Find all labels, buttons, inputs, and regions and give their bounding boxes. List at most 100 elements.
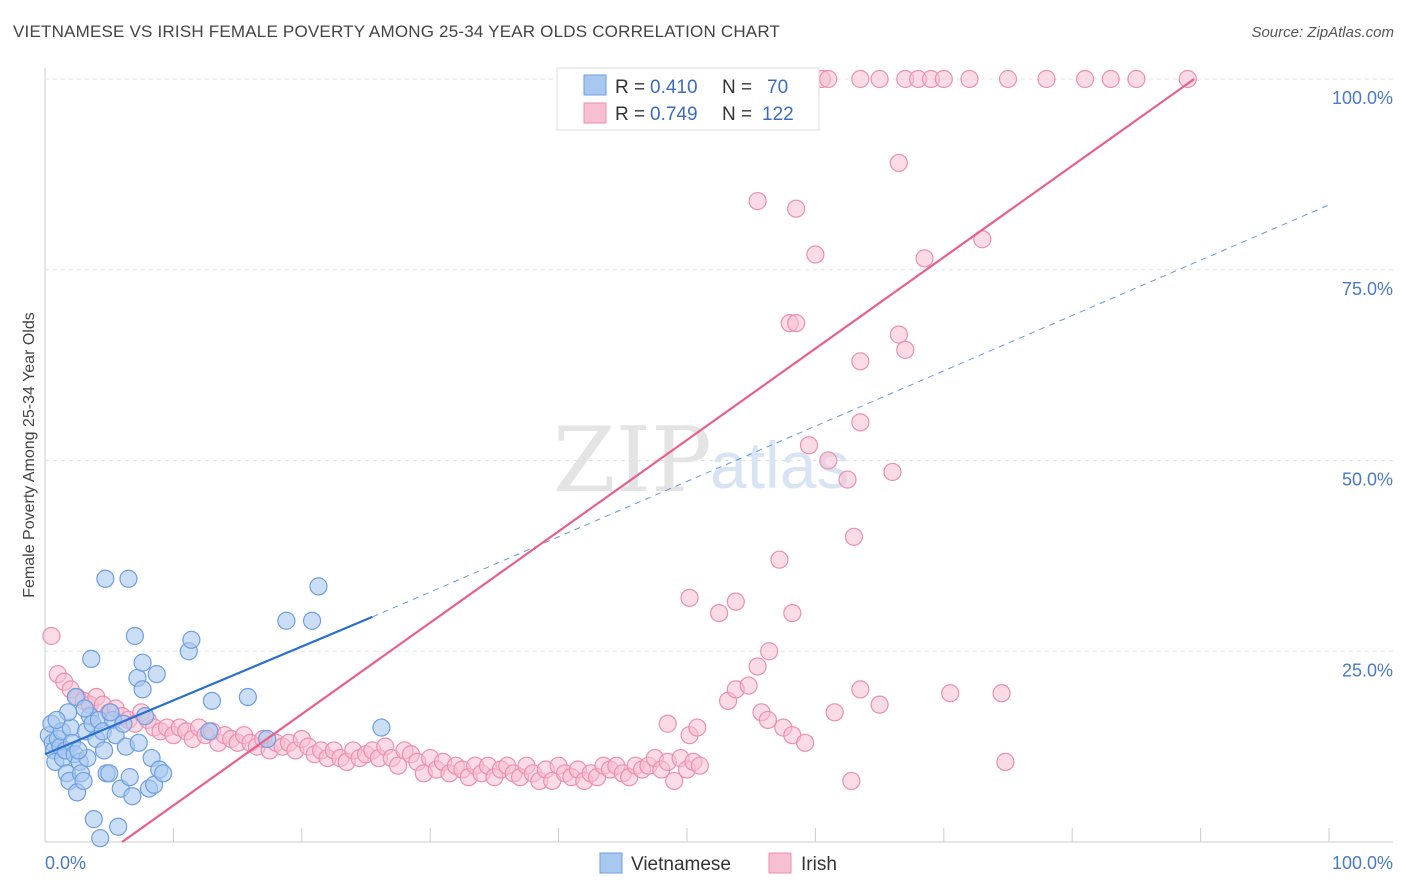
y-tick-label: 75.0% — [1342, 279, 1393, 299]
vietnamese-point — [202, 691, 222, 710]
vietnamese-point — [277, 611, 296, 630]
irish-point — [796, 733, 815, 752]
irish-point — [1178, 69, 1197, 89]
stats-r-label-2: R = — [615, 104, 645, 125]
vietnamese-point — [69, 741, 88, 760]
irish-point — [760, 642, 779, 661]
vietnamese-point — [309, 577, 328, 596]
y-tick-label: 25.0% — [1342, 660, 1393, 680]
irish-point — [726, 592, 745, 611]
y-axis-label: Female Poverty Among 25-34 Year Olds — [21, 312, 38, 598]
irish-point — [680, 588, 699, 607]
irish-point — [992, 684, 1011, 703]
vietnamese-point — [101, 703, 120, 722]
irish-point — [1101, 69, 1120, 89]
irish-point — [806, 245, 825, 264]
vietnamese-point — [302, 611, 322, 630]
vietnamese-point — [133, 680, 152, 699]
vietnamese-point — [125, 626, 144, 646]
vietnamese-point — [147, 665, 166, 684]
irish-point — [960, 69, 979, 89]
irish-point — [739, 676, 758, 695]
stats-r-value-2: 0.749 — [650, 104, 698, 125]
vietnamese-point — [119, 569, 138, 588]
stats-n-label-1: N = — [722, 77, 752, 98]
irish-point — [851, 352, 870, 371]
gridlines — [45, 78, 1393, 652]
irish-point — [896, 340, 915, 359]
vietnamese-point — [82, 649, 101, 668]
irish-point — [915, 249, 934, 268]
vietnamese-point — [84, 810, 103, 829]
vietnamese-point — [133, 653, 152, 672]
legend: Vietnamese Irish — [599, 852, 837, 875]
vietnamese-point — [109, 817, 128, 836]
y-tick-label: 50.0% — [1342, 470, 1393, 490]
irish-point — [799, 436, 819, 455]
vietnamese-point — [372, 718, 391, 737]
stats-n-value-2: 122 — [762, 104, 794, 125]
vietnamese-point — [100, 764, 119, 783]
vietnamese-points — [39, 569, 391, 848]
irish-point — [844, 527, 864, 546]
irish-point — [748, 657, 767, 676]
vietnamese-point — [96, 569, 115, 588]
irish-point — [1037, 69, 1056, 89]
irish-point — [42, 626, 61, 646]
vietnamese-point — [200, 722, 219, 741]
irish-point — [870, 695, 889, 714]
irish-point — [690, 756, 709, 775]
irish-point — [709, 603, 729, 623]
irish-point — [658, 714, 677, 733]
irish-point — [783, 603, 802, 623]
irish-point — [851, 680, 870, 699]
legend-label-vietnamese: Vietnamese — [631, 854, 731, 875]
legend-swatch-irish — [768, 852, 792, 874]
vietnamese-point — [238, 687, 257, 707]
stats-n-value-1: 70 — [767, 77, 788, 98]
irish-point — [842, 771, 861, 791]
irish-point — [819, 451, 838, 470]
irish-trend-line — [121, 78, 1195, 843]
irish-point — [770, 550, 789, 569]
chart-title: VIETNAMESE VS IRISH FEMALE POVERTY AMONG… — [13, 22, 781, 41]
irish-point — [998, 69, 1018, 89]
irish-point — [851, 413, 870, 432]
legend-label-irish: Irish — [801, 854, 837, 875]
irish-point — [1075, 69, 1095, 89]
vietnamese-trend-extension — [372, 204, 1330, 618]
irish-point — [787, 199, 806, 218]
irish-point — [851, 69, 870, 89]
legend-item-irish[interactable]: Irish — [768, 852, 837, 875]
irish-point — [825, 703, 844, 722]
y-tick-labels: 100.0% 75.0% 50.0% 25.0% — [1332, 88, 1393, 680]
irish-point — [934, 69, 953, 89]
vietnamese-point — [154, 764, 173, 783]
irish-point — [758, 710, 777, 730]
irish-point — [870, 69, 889, 89]
irish-point — [748, 191, 767, 211]
vietnamese-point — [91, 829, 110, 848]
legend-item-vietnamese[interactable]: Vietnamese — [599, 852, 731, 875]
irish-point — [838, 470, 857, 489]
y-tick-label: 100.0% — [1332, 88, 1393, 108]
stats-r-label-1: R = — [615, 77, 645, 98]
x-tick-label-max: 100.0% — [1332, 853, 1393, 873]
irish-point — [787, 314, 806, 333]
vietnamese-point — [75, 699, 94, 718]
irish-point — [819, 69, 838, 89]
irish-point — [996, 752, 1015, 771]
irish-point — [389, 756, 408, 775]
vietnamese-point — [129, 733, 148, 752]
trend-lines — [44, 78, 1330, 843]
source-label: Source: ZipAtlas.com — [1251, 24, 1394, 41]
stats-n-label-2: N = — [722, 104, 752, 125]
vietnamese-point — [94, 741, 114, 760]
x-ticks — [44, 828, 1330, 842]
vietnamese-point — [120, 768, 139, 787]
legend-swatch-vietnamese — [599, 852, 623, 874]
irish-point — [665, 771, 684, 791]
irish-point — [941, 684, 960, 703]
stats-swatch-irish — [583, 102, 607, 124]
